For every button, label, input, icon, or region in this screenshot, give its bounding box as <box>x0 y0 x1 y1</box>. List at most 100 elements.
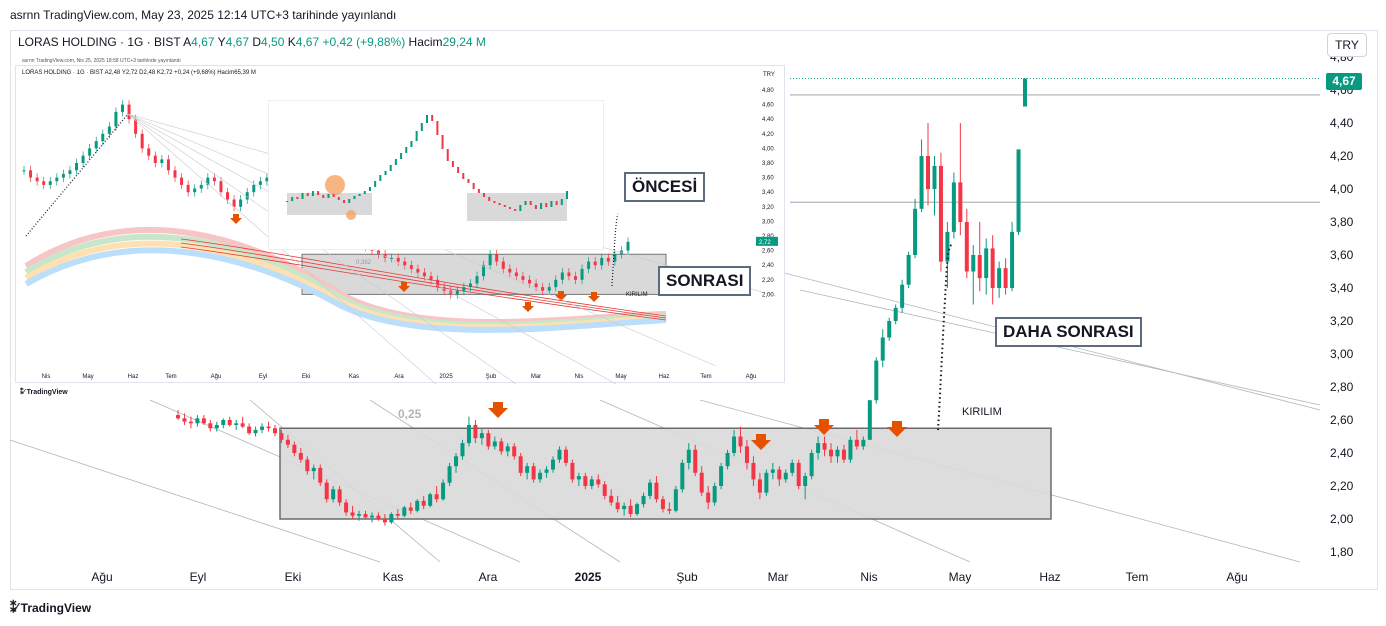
inset-candle <box>547 287 551 291</box>
inset-candle <box>541 287 545 291</box>
candle <box>990 235 995 305</box>
mini-candle <box>514 209 517 211</box>
candle <box>764 469 769 496</box>
candle <box>1023 78 1027 107</box>
inset-candle <box>48 181 52 185</box>
time-tick: Mar <box>768 570 789 584</box>
open-label: A <box>183 35 192 49</box>
inset-price-tick: 4,20 <box>762 132 774 138</box>
candle <box>622 502 627 516</box>
inset-candle <box>554 279 558 288</box>
inset-candle <box>416 268 420 273</box>
inset-candle <box>134 119 138 134</box>
time-tick: May <box>949 570 972 584</box>
candle <box>201 415 206 425</box>
candle <box>227 416 232 427</box>
inset-price-tick: 2,40 <box>762 263 774 269</box>
time-tick: Kas <box>383 570 404 584</box>
inset-candle <box>232 199 236 207</box>
candle <box>454 453 459 473</box>
candle <box>434 486 439 503</box>
mini-candle <box>410 141 413 147</box>
mini-candle <box>477 189 480 193</box>
inset-time-tick: Şub <box>486 374 497 380</box>
candle <box>460 439 465 460</box>
inset-arrow-marker <box>588 292 600 302</box>
before-label: ÖNCESİ <box>624 172 706 202</box>
candle <box>182 413 187 425</box>
inset-ma-band <box>24 247 667 333</box>
mini-candle <box>462 173 465 179</box>
price-axis[interactable]: 4,804,604,404,204,003,803,603,403,203,00… <box>1330 50 1354 559</box>
candle <box>525 462 530 480</box>
currency-button[interactable]: TRY <box>1327 33 1367 57</box>
low-label: D <box>252 35 262 49</box>
mini-candle <box>426 115 428 123</box>
candle <box>240 416 245 429</box>
later-label: DAHA SONRASI <box>995 317 1142 347</box>
inset-candle <box>390 257 394 259</box>
mini-candle <box>441 135 444 149</box>
inset-brand: ⁑⁄ TradingView <box>20 388 68 396</box>
mini-candle <box>472 183 475 189</box>
inset-candle <box>422 272 426 277</box>
candle <box>589 476 594 490</box>
candle <box>176 410 180 420</box>
candle <box>887 317 892 341</box>
inset-brand-text: TradingView <box>26 389 68 396</box>
candle <box>693 444 698 477</box>
price-tick: 4,40 <box>1330 116 1354 130</box>
inset-arrow-marker <box>398 282 410 292</box>
candle <box>486 429 491 450</box>
down-arrow-marker <box>887 421 907 437</box>
candle <box>835 446 840 463</box>
inset-price-tag <box>756 236 778 246</box>
candle <box>389 512 394 524</box>
fan-line <box>799 289 1321 406</box>
candle <box>331 486 336 503</box>
inset-candle <box>475 276 479 284</box>
time-tick: Tem <box>1126 570 1149 584</box>
inset-candle <box>147 148 151 156</box>
inset-fib-label: 0,382 <box>356 260 372 266</box>
mini-candle <box>405 147 408 153</box>
candle <box>337 486 342 506</box>
candle <box>680 459 685 493</box>
open-value: 4,67 <box>191 35 215 49</box>
inset-time-tick: Eyl <box>259 374 267 380</box>
mini-inset-chart <box>268 100 604 250</box>
symbol-name[interactable]: LORAS HOLDING · 1G · BIST <box>18 35 181 49</box>
mini-candle <box>301 193 304 199</box>
mini-candle <box>529 201 532 205</box>
inset-candle <box>409 265 413 269</box>
candle <box>253 426 258 437</box>
mini-candle <box>560 199 563 205</box>
time-axis[interactable]: Ağu Eyl Eki Kas Ara 2025 Şub Mar Nis May Haz Tem Ağu <box>91 570 1247 584</box>
mini-candle <box>498 203 501 205</box>
candle <box>285 434 290 449</box>
candle <box>861 436 866 450</box>
candle <box>376 512 381 521</box>
price-tick: 3,40 <box>1330 281 1354 295</box>
candle <box>803 472 808 500</box>
inset-time-tick: Ağu <box>211 374 222 380</box>
inset-candle <box>252 184 256 193</box>
mini-candle <box>420 123 423 131</box>
candles <box>176 78 1027 526</box>
inset-candle <box>61 173 65 178</box>
candle <box>699 466 704 496</box>
candle <box>958 123 963 236</box>
inset-candle <box>528 279 532 284</box>
high-label: Y <box>217 35 226 49</box>
price-tick: 3,00 <box>1330 347 1354 361</box>
candle <box>531 462 536 483</box>
candle <box>499 438 504 455</box>
candle <box>757 472 762 500</box>
inset-price-tick: 3,20 <box>762 205 774 211</box>
price-tick: 3,80 <box>1330 215 1354 229</box>
mini-candle <box>550 201 553 207</box>
price-tick: 4,00 <box>1330 182 1354 196</box>
footer-brand[interactable]: ⁑⁄ TradingView <box>10 600 91 616</box>
time-tick: 2025 <box>575 570 602 584</box>
